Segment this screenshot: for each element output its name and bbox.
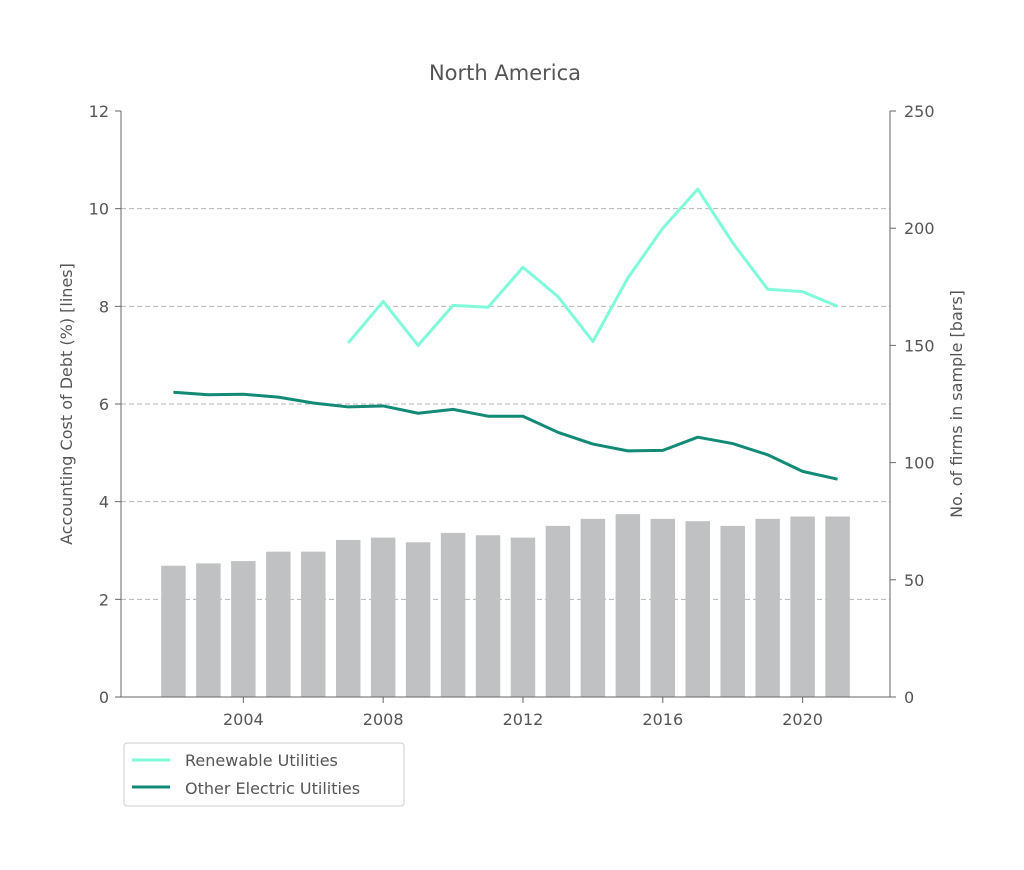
- right-axis-label: No. of firms in sample [bars]: [947, 290, 966, 518]
- right-tick-label: 200: [904, 219, 935, 238]
- bar: [825, 516, 850, 697]
- left-y-axis: 0 2 4 6 8 10 12: [89, 102, 121, 707]
- legend-label-renewable: Renewable Utilities: [185, 751, 338, 770]
- bar-series: [161, 514, 850, 697]
- bar: [615, 514, 641, 697]
- left-tick-label: 6: [99, 395, 109, 414]
- bar: [545, 525, 571, 697]
- bar: [580, 518, 606, 697]
- bar: [161, 565, 186, 697]
- legend: Renewable Utilities Other Electric Utili…: [123, 742, 405, 807]
- left-tick-label: 8: [99, 297, 109, 316]
- x-tick-label: 2004: [223, 710, 264, 729]
- x-axis: 2004 2008 2012 2016 2020: [223, 697, 823, 729]
- left-tick-label: 4: [99, 493, 109, 512]
- legend-label-other: Other Electric Utilities: [185, 779, 360, 798]
- left-axis-label: Accounting Cost of Debt (%) [lines]: [57, 263, 76, 545]
- right-tick-label: 100: [904, 454, 935, 473]
- left-tick-label: 10: [89, 200, 109, 219]
- x-tick-label: 2020: [782, 710, 823, 729]
- bar: [475, 535, 501, 697]
- left-tick-label: 12: [89, 102, 109, 121]
- left-tick-label: 0: [99, 688, 109, 707]
- bar: [196, 563, 221, 697]
- x-tick-label: 2008: [363, 710, 404, 729]
- right-tick-label: 50: [904, 571, 924, 590]
- right-tick-label: 150: [904, 336, 935, 355]
- bar: [335, 539, 361, 697]
- legend-frame: [123, 742, 405, 807]
- bar: [790, 516, 815, 697]
- bar: [720, 525, 745, 697]
- bar: [405, 542, 431, 697]
- bar: [370, 537, 396, 697]
- bar: [231, 561, 256, 697]
- bar: [685, 521, 710, 697]
- right-y-axis: 0 50 100 150 200 250: [890, 102, 935, 707]
- series-line-1: [173, 390, 838, 481]
- bar: [266, 551, 291, 697]
- bar: [650, 518, 676, 697]
- bar: [440, 532, 466, 697]
- bar: [755, 518, 780, 697]
- bar: [301, 551, 326, 697]
- series-line-0: [347, 187, 839, 347]
- right-tick-label: 250: [904, 102, 935, 121]
- chart-title: North America: [429, 61, 581, 85]
- left-tick-label: 2: [99, 590, 109, 609]
- x-tick-label: 2012: [503, 710, 544, 729]
- x-tick-label: 2016: [642, 710, 683, 729]
- right-tick-label: 0: [904, 688, 914, 707]
- bar: [510, 537, 536, 697]
- line-series: [173, 187, 839, 481]
